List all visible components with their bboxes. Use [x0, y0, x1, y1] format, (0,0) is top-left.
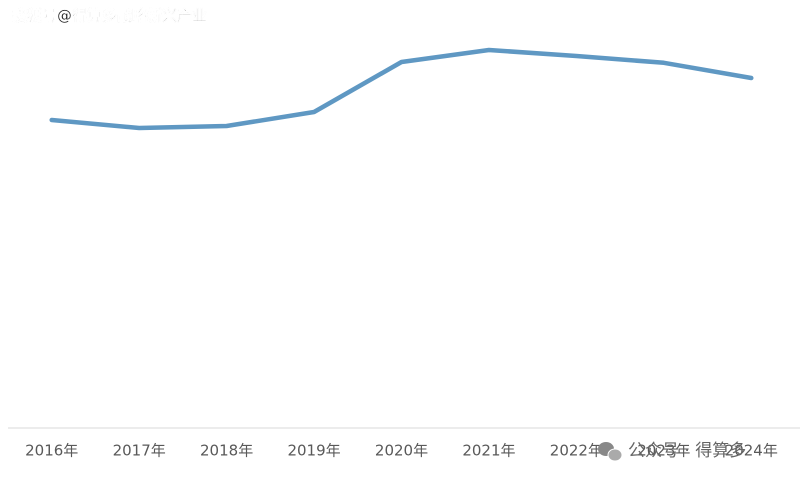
x-tick-label: 2022年	[550, 442, 603, 460]
watermark: 公众号 · 得算多	[628, 441, 746, 461]
x-tick-label: 2017年	[113, 442, 166, 460]
wechat-icon	[598, 442, 623, 462]
x-tick-label: 2024年	[725, 442, 778, 460]
line	[49, 47, 754, 131]
x-tick-label: 2023年	[637, 442, 690, 460]
watermark: 搜狐号@得算多战略新兴产业	[12, 7, 207, 25]
x-tick-label: 2021年	[462, 442, 515, 460]
x-tick-label: 2020年	[375, 442, 428, 460]
x-tick-label: 2016年	[25, 442, 78, 460]
x-tick-label: 2018年	[200, 442, 253, 460]
x-tick-label: 2019年	[287, 442, 340, 460]
